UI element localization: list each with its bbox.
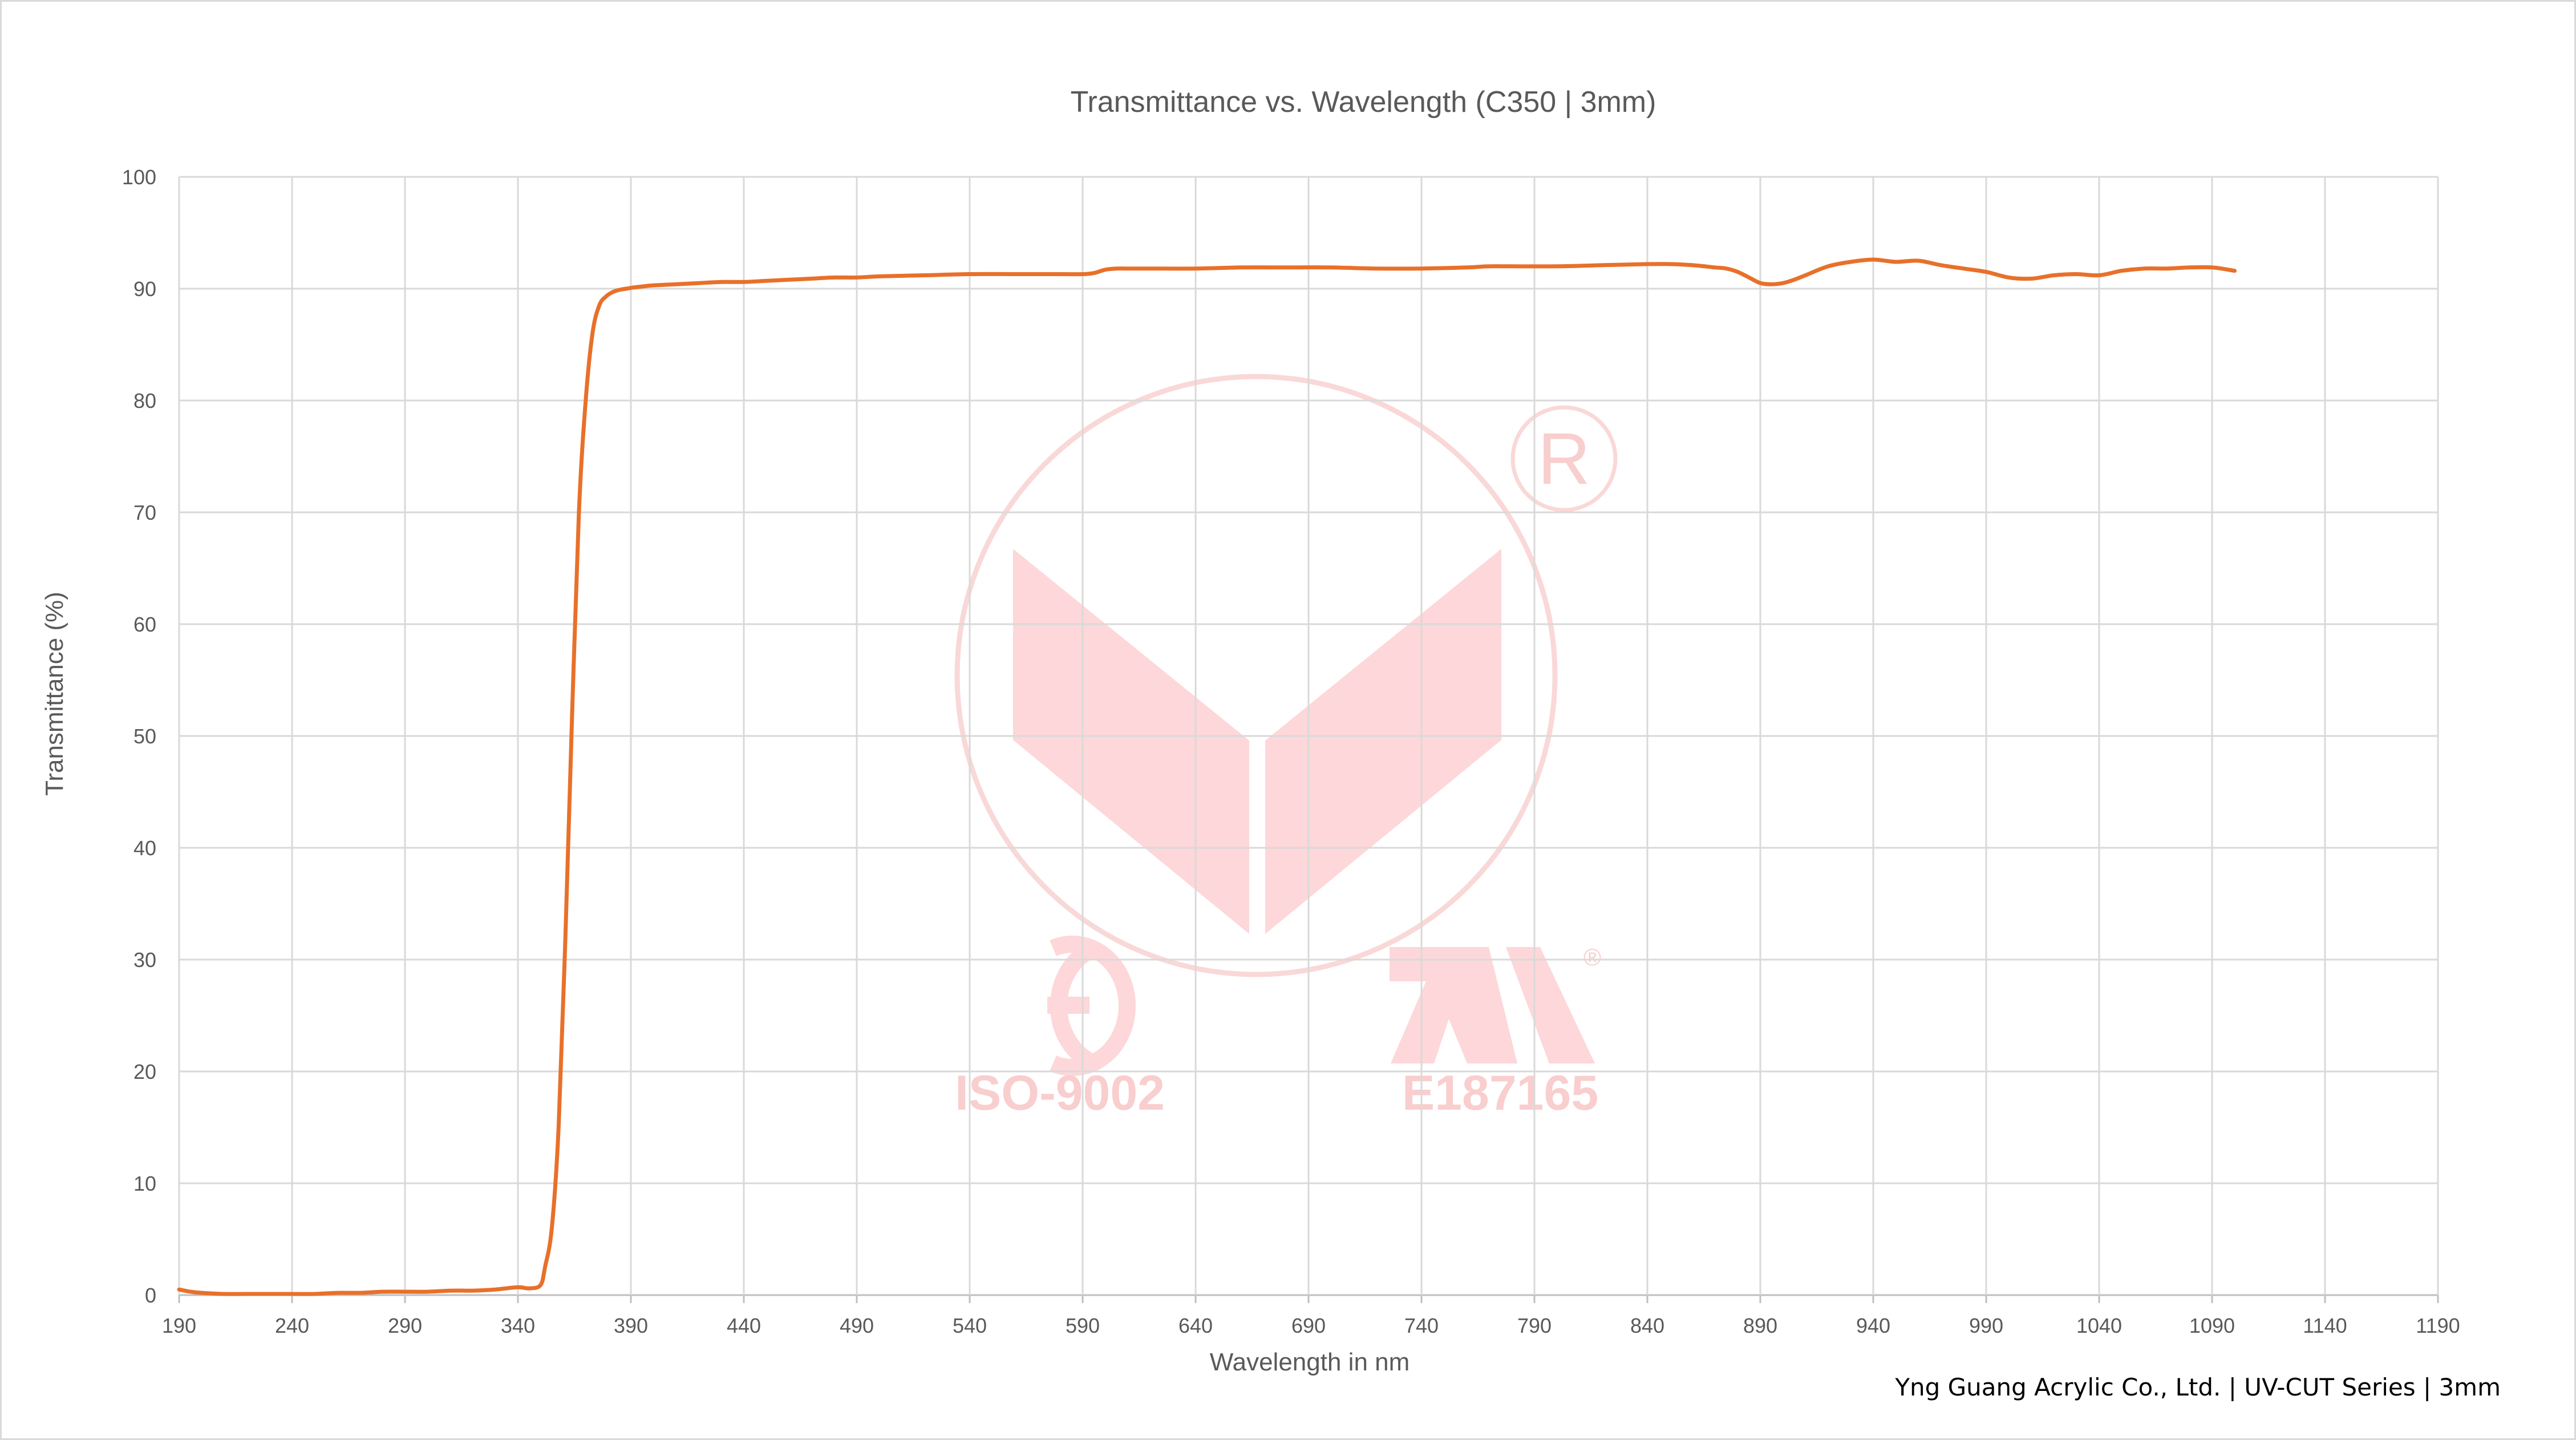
y-tick-label: 10: [133, 1172, 156, 1195]
chart-title: Transmittance vs. Wavelength (C350 | 3mm…: [1071, 86, 1656, 119]
x-tick-label: 340: [501, 1314, 535, 1337]
footer-caption: Yng Guang Acrylic Co., Ltd. | UV-CUT Ser…: [1894, 1373, 2501, 1401]
x-tick-label: 990: [1969, 1314, 2003, 1337]
x-tick-label: 1190: [2416, 1314, 2460, 1337]
x-tick-label: 440: [727, 1314, 761, 1337]
watermark-ring: [954, 374, 1558, 977]
series-layer: [177, 257, 2237, 1296]
x-tick-label: 890: [1743, 1314, 1777, 1337]
x-tick-label: 790: [1517, 1314, 1552, 1337]
ul-registered-mark: ®: [1583, 944, 1601, 970]
y-tick-label: 60: [133, 613, 156, 636]
watermark-logo: R ISO-9002 ® E187165: [954, 374, 1618, 1121]
y-tick-label: 80: [133, 389, 156, 412]
y-tick-label: 70: [133, 501, 156, 524]
x-tick-label: 390: [614, 1314, 648, 1337]
x-tick-label: 590: [1066, 1314, 1100, 1337]
y-tick-label: 40: [133, 836, 156, 860]
y-tick-label: 30: [133, 948, 156, 972]
watermark-right-wing: [1265, 549, 1501, 934]
ul-mark-left: [1390, 947, 1517, 1063]
y-tick-label: 0: [145, 1284, 156, 1307]
registered-mark: R: [1538, 418, 1590, 500]
x-axis-label: Wavelength in nm: [1210, 1348, 1410, 1376]
ce-e-shape: [1047, 940, 1098, 1071]
x-tick-label: 1090: [2189, 1314, 2235, 1337]
axes: 0 10 20 30 40 50 60 70 80 90 100 190 240 290 340 390 440…: [122, 165, 2460, 1337]
x-tick-label: 190: [162, 1314, 196, 1337]
watermark-left-wing: [1013, 549, 1249, 934]
x-tick-label: 1140: [2303, 1314, 2347, 1337]
x-tick-label: 740: [1404, 1314, 1439, 1337]
y-tick-label: 20: [133, 1060, 156, 1083]
x-tick-label: 290: [388, 1314, 422, 1337]
x-tick-label: 940: [1856, 1314, 1890, 1337]
x-tick-label: 640: [1178, 1314, 1213, 1337]
x-tick-label: 540: [953, 1314, 987, 1337]
y-axis-label: Transmittance (%): [40, 592, 68, 796]
ul-mark-right: [1506, 947, 1595, 1063]
y-tick-label: 50: [133, 725, 156, 748]
y-tick-label: 100: [122, 165, 156, 189]
x-tick-label: 690: [1291, 1314, 1326, 1337]
x-tick-label: 1040: [2076, 1314, 2122, 1337]
x-tick-label: 240: [275, 1314, 309, 1337]
x-tick-label: 490: [840, 1314, 874, 1337]
transmittance-series-line: [177, 257, 2237, 1296]
x-tick-label: 840: [1630, 1314, 1664, 1337]
iso-label: ISO-9002: [955, 1066, 1165, 1121]
grid: [178, 176, 2439, 1296]
ul-file-label: E187165: [1402, 1066, 1598, 1121]
y-tick-label: 90: [133, 277, 156, 301]
registered-mark-circle: [1510, 405, 1618, 512]
